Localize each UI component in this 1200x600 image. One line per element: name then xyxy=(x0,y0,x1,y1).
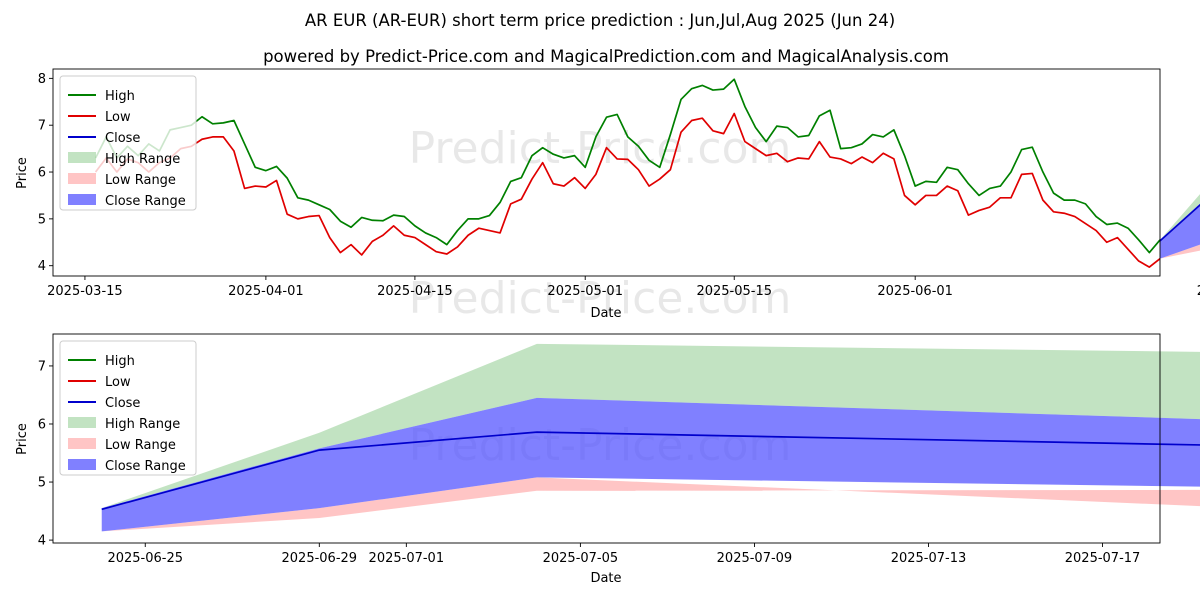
chart-title: AR EUR (AR-EUR) short term price predict… xyxy=(305,11,895,30)
low-range-band xyxy=(1160,244,1200,259)
legend-swatch xyxy=(68,152,96,163)
legend-label: High xyxy=(105,89,135,104)
legend-swatch xyxy=(68,417,96,428)
legend-label: Close xyxy=(105,131,140,146)
x-tick-label: 2025-07-05 xyxy=(543,551,619,566)
legend-label: Close Range xyxy=(105,459,186,474)
history-panel: Predict-Price.com Predict-Price.com 4567… xyxy=(15,68,1200,324)
x-tick-label: 2025-06-25 xyxy=(107,551,183,566)
x-tick-label: 2025-04-01 xyxy=(228,284,304,299)
x-axis-label: Date xyxy=(590,571,621,586)
legend-label: Low xyxy=(105,110,131,125)
y-tick-label: 8 xyxy=(38,72,46,87)
y-tick-label: 6 xyxy=(38,417,46,432)
y-tick-label: 7 xyxy=(38,359,46,374)
y-tick-label: 5 xyxy=(38,212,46,227)
legend-swatch xyxy=(68,438,96,449)
y-axis-label: Price xyxy=(15,423,30,455)
x-tick-label: 2025-05-01 xyxy=(547,284,623,299)
legend-label: Low xyxy=(105,375,131,390)
legend-label: High Range xyxy=(105,417,180,432)
x-axis-label: Date xyxy=(590,306,621,321)
y-tick-label: 4 xyxy=(38,259,46,274)
legend-label: Close xyxy=(105,396,140,411)
legend-label: Low Range xyxy=(105,173,176,188)
x-tick-label: 2025-07-01 xyxy=(1197,284,1200,299)
high-series-line xyxy=(94,78,1161,254)
x-tick-label: 2025-07-09 xyxy=(717,551,793,566)
legend-label: Low Range xyxy=(105,438,176,453)
watermark: Predict-Price.com xyxy=(409,273,792,324)
x-tick-label: 2025-07-01 xyxy=(369,551,445,566)
legend-swatch xyxy=(68,173,96,184)
close-range-band xyxy=(101,397,1200,532)
y-tick-label: 7 xyxy=(38,119,46,134)
legend-label: High Range xyxy=(105,152,180,167)
legend-swatch xyxy=(68,194,96,205)
legend-swatch xyxy=(68,459,96,470)
legend: High Low Close High Range Low Range Close Ran… xyxy=(59,75,197,211)
plot-frame xyxy=(52,68,1161,277)
y-tick-label: 4 xyxy=(38,534,46,549)
y-tick-label: 5 xyxy=(38,476,46,491)
x-tick-label: 2025-03-15 xyxy=(47,284,123,299)
x-tick-label: 2025-04-15 xyxy=(377,284,453,299)
close-forecast-line xyxy=(101,431,1200,511)
x-tick-label: 2025-05-15 xyxy=(696,284,772,299)
y-tick-label: 6 xyxy=(38,166,46,181)
low-series-line xyxy=(94,112,1161,268)
x-tick-label: 2025-06-01 xyxy=(877,284,953,299)
high-range-band xyxy=(1160,194,1200,240)
close-forecast-line xyxy=(1159,203,1200,242)
x-tick-label: 2025-07-13 xyxy=(891,551,967,566)
y-axis-label: Price xyxy=(15,157,30,189)
chart-subtitle: powered by Predict-Price.com and Magical… xyxy=(263,47,949,66)
legend-label: Close Range xyxy=(105,194,186,209)
x-tick-label: 2025-06-29 xyxy=(282,551,358,566)
low-range-band xyxy=(101,477,1200,532)
legend-label: High xyxy=(105,354,135,369)
x-tick-label: 2025-07-17 xyxy=(1065,551,1141,566)
plot-frame xyxy=(52,333,1161,544)
close-range-band xyxy=(1160,203,1200,259)
legend: High Low Close High Range Low Range Close Ran… xyxy=(59,340,197,476)
high-range-band xyxy=(101,343,1200,509)
